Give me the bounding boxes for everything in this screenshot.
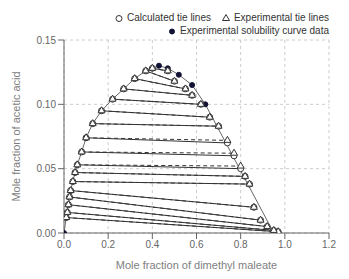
svg-text:0.2: 0.2 (101, 239, 115, 250)
html-text:Experimental solubility curve: Experimental solubility curve data (180, 25, 329, 36)
html-text:Calculated tie lines: Calculated tie lines (127, 12, 211, 23)
svg-text:Mole fraction of acetic acid: Mole fraction of acetic acid (10, 71, 22, 201)
svg-text:Mole fraction of dimethyl male: Mole fraction of dimethyl maleate (116, 259, 277, 271)
svg-text:0.0: 0.0 (57, 239, 71, 250)
svg-text:0.4: 0.4 (145, 239, 159, 250)
svg-text:1.2: 1.2 (322, 239, 336, 250)
html-text:Experimental tie lines: Experimental tie lines (234, 12, 329, 23)
svg-text:0.10: 0.10 (37, 99, 57, 110)
svg-text:0.6: 0.6 (190, 239, 204, 250)
svg-text:0.00: 0.00 (37, 228, 57, 239)
svg-text:1.0: 1.0 (278, 239, 292, 250)
svg-text:0.05: 0.05 (37, 163, 57, 174)
svg-text:0.8: 0.8 (234, 239, 248, 250)
svg-text:0.15: 0.15 (37, 35, 57, 46)
